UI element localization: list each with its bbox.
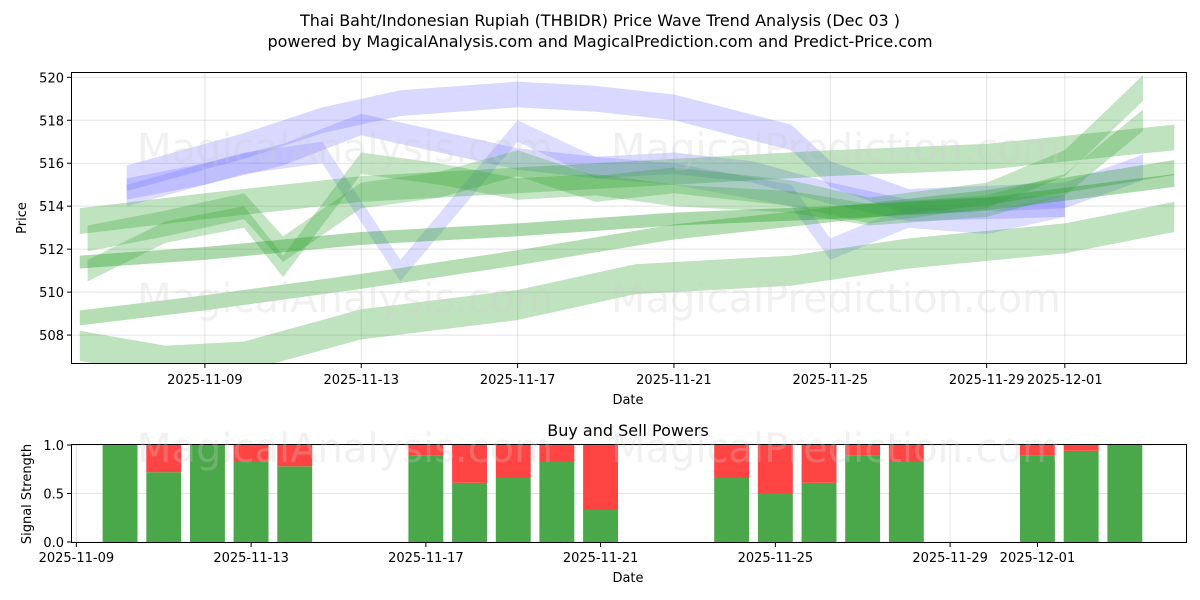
buy-bar bbox=[233, 461, 269, 542]
sell-bar bbox=[277, 445, 313, 467]
chart-title-line1: Thai Baht/Indonesian Rupiah (THBIDR) Pri… bbox=[299, 11, 900, 30]
price-y-tick-label: 510 bbox=[39, 286, 64, 301]
price-x-tick-label: 2025-11-09 bbox=[167, 373, 243, 388]
buy-bar bbox=[888, 461, 924, 542]
price-x-tick-label: 2025-11-17 bbox=[480, 373, 556, 388]
price-wave-green-wave-2 bbox=[79, 160, 1175, 326]
buy-bar bbox=[1107, 445, 1143, 542]
watermarks: MagicalAnalysis.com MagicalPrediction.co… bbox=[137, 126, 1061, 472]
price-wave-green-wave-3 bbox=[79, 124, 1175, 235]
buy-bar bbox=[452, 482, 487, 542]
signal-ylabel: Signal Strength bbox=[20, 444, 35, 544]
sell-bar bbox=[757, 445, 793, 494]
signal-x-tick-label: 2025-11-09 bbox=[39, 551, 115, 566]
price-x-tick-label: 2025-11-29 bbox=[949, 373, 1025, 388]
price-x-tick-label: 2025-11-25 bbox=[793, 373, 869, 388]
price-y-ticks: 508 510 512 514 516 518 520 bbox=[39, 71, 72, 344]
price-x-tick-label: 2025-11-13 bbox=[323, 373, 399, 388]
watermark-analysis-mid: MagicalAnalysis.com bbox=[137, 276, 553, 322]
price-wave-green-wave-5 bbox=[87, 75, 1144, 262]
watermark-prediction-mid: MagicalPrediction.com bbox=[611, 276, 1061, 322]
price-ylabel: Price bbox=[15, 202, 30, 234]
price-wave-blue-wave-2 bbox=[126, 113, 1065, 222]
signal-y-tick-label: 1.0 bbox=[43, 439, 64, 454]
price-wave-blue-wave-1 bbox=[126, 81, 1143, 215]
price-wave-green-wave-4 bbox=[79, 201, 1175, 363]
sell-bar bbox=[583, 445, 618, 510]
sell-bar bbox=[845, 445, 881, 456]
sell-bar bbox=[495, 445, 531, 478]
signal-title: Buy and Sell Powers bbox=[547, 421, 709, 440]
price-waves bbox=[79, 75, 1175, 363]
buy-bar bbox=[757, 493, 793, 542]
sell-bar bbox=[714, 445, 750, 478]
signal-x-tick-label: 2025-11-29 bbox=[912, 551, 988, 566]
price-wave-green-wave-1 bbox=[79, 174, 1175, 269]
signal-x-ticks: 2025-11-09 2025-11-13 2025-11-17 2025-11-21… bbox=[39, 542, 1076, 566]
buy-bar bbox=[1063, 450, 1099, 542]
signal-x-tick-label: 2025-11-13 bbox=[213, 551, 289, 566]
price-y-tick-label: 516 bbox=[39, 157, 64, 172]
price-y-tick-label: 514 bbox=[39, 200, 64, 215]
buy-bar bbox=[495, 478, 531, 542]
price-x-tick-label: 2025-11-21 bbox=[636, 373, 712, 388]
watermark-analysis-top: MagicalAnalysis.com bbox=[137, 126, 553, 172]
price-axes-frame bbox=[71, 72, 1187, 364]
signal-bars bbox=[102, 445, 1143, 542]
signal-x-tick-label: 2025-11-25 bbox=[738, 551, 814, 566]
price-panel: 2025-11-09 2025-11-13 2025-11-17 2025-11-21… bbox=[15, 71, 1187, 408]
price-grid bbox=[72, 73, 1186, 363]
price-wave-green-wave-6 bbox=[87, 109, 1144, 282]
buy-bar bbox=[190, 445, 225, 542]
buy-bar bbox=[102, 445, 138, 542]
buy-bar bbox=[714, 478, 750, 542]
price-y-tick-label: 518 bbox=[39, 114, 64, 129]
sell-bar bbox=[408, 445, 444, 456]
sell-bar bbox=[233, 445, 269, 462]
sell-bar bbox=[452, 445, 487, 483]
price-wave-blue-wave-3 bbox=[126, 120, 1065, 282]
buy-bar bbox=[277, 466, 313, 542]
price-x-ticks: 2025-11-09 2025-11-13 2025-11-17 2025-11-21… bbox=[167, 363, 1103, 388]
price-y-tick-label: 520 bbox=[39, 71, 64, 86]
watermark-prediction-top: MagicalPrediction.com bbox=[611, 126, 1061, 172]
buy-bar bbox=[1020, 455, 1055, 542]
buy-bar bbox=[408, 455, 444, 542]
signal-x-tick-label: 2025-11-21 bbox=[563, 551, 639, 566]
buy-bar bbox=[801, 482, 837, 542]
sell-bar bbox=[1063, 445, 1099, 451]
buy-bar bbox=[146, 472, 182, 542]
signal-panel: Buy and Sell Powers 2025-11-09 2025-11-13… bbox=[20, 421, 1187, 586]
buy-bar bbox=[583, 510, 618, 542]
buy-bar bbox=[845, 455, 881, 542]
sell-bar bbox=[801, 445, 837, 483]
price-xlabel: Date bbox=[612, 393, 643, 408]
signal-y-tick-label: 0.0 bbox=[43, 536, 64, 551]
signal-x-tick-label: 2025-12-01 bbox=[1000, 551, 1076, 566]
watermark-analysis-bot: MagicalAnalysis.com bbox=[137, 426, 553, 472]
signal-xlabel: Date bbox=[612, 571, 643, 586]
price-x-tick-label: 2025-12-01 bbox=[1027, 373, 1103, 388]
buy-bar bbox=[539, 461, 575, 542]
signal-y-tick-label: 0.5 bbox=[43, 488, 64, 503]
price-y-tick-label: 512 bbox=[39, 243, 64, 258]
sell-bar bbox=[888, 445, 924, 462]
sell-bar bbox=[1020, 445, 1055, 456]
price-y-tick-label: 508 bbox=[39, 329, 64, 344]
chart-title-line2: powered by MagicalAnalysis.com and Magic… bbox=[267, 32, 932, 51]
sell-bar bbox=[146, 445, 182, 473]
signal-y-ticks: 0.0 0.5 1.0 bbox=[43, 439, 72, 551]
sell-bar bbox=[539, 445, 575, 462]
signal-x-tick-label: 2025-11-17 bbox=[388, 551, 464, 566]
watermark-prediction-bot: MagicalPrediction.com bbox=[611, 426, 1061, 472]
